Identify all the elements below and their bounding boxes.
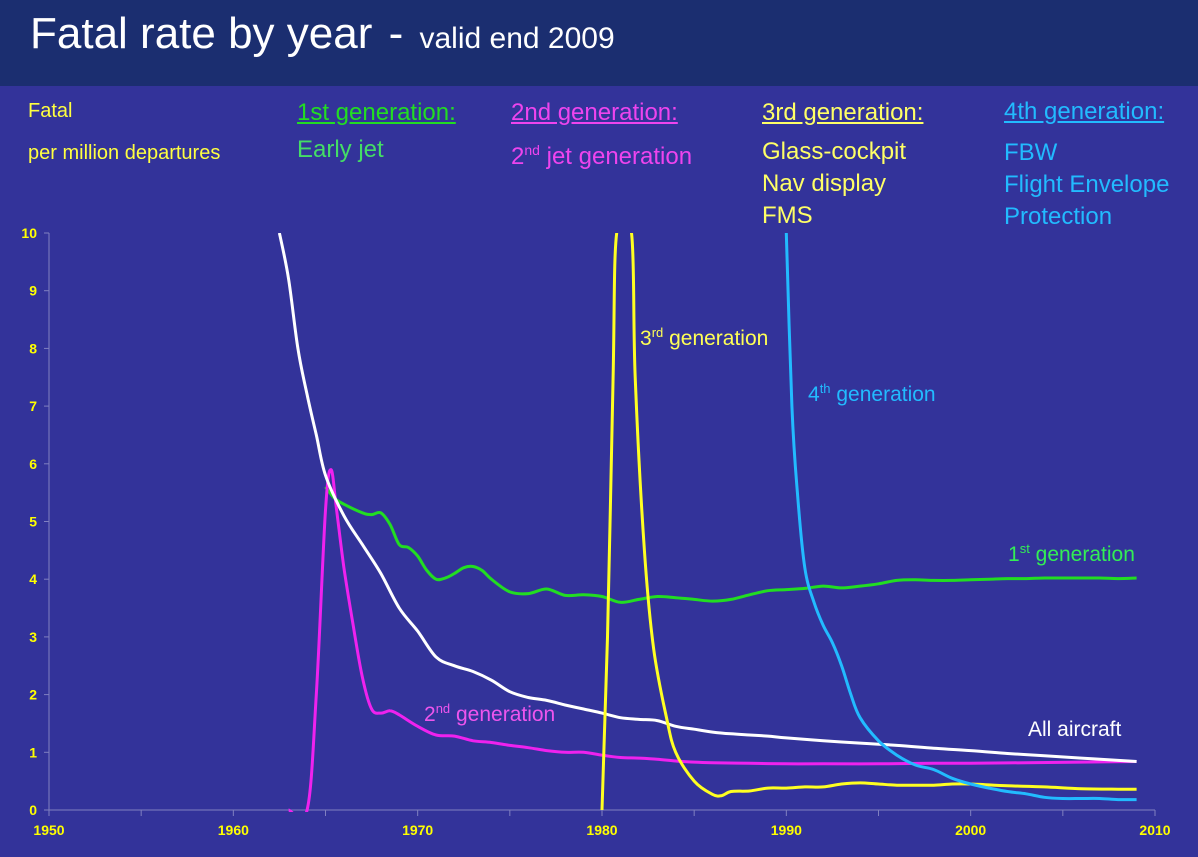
series-label-all-aircraft: All aircraft — [1028, 718, 1122, 741]
legend-gen1-heading: 1st generation: — [297, 99, 456, 126]
y-axis-label-line1: Fatal — [28, 100, 73, 122]
page-title: Fatal rate by year - valid end 2009 — [30, 8, 615, 65]
title-main: Fatal rate by year — [30, 9, 373, 58]
legend-gen2: 2nd generation: 2nd jet generation — [511, 98, 692, 173]
legend-gen3-line3: FMS — [762, 202, 813, 229]
y-tick-label: 9 — [29, 283, 37, 299]
series-label-rest: generation — [1030, 543, 1135, 566]
series-line-1st-generation — [324, 485, 1137, 604]
series-label-sup: st — [1020, 541, 1031, 556]
series-label-base: 2 — [424, 703, 436, 726]
legend-gen1: 1st generation: Early jet — [297, 98, 456, 166]
series-label-rest: generation — [450, 703, 555, 726]
y-tick-label: 6 — [29, 456, 37, 472]
series-label-2nd-generation: 2nd generation — [424, 701, 555, 726]
legend-gen2-line1-rest: jet generation — [539, 143, 693, 170]
x-tick-label: 1980 — [586, 822, 617, 838]
y-tick-label: 10 — [21, 225, 37, 241]
legend-gen4-line1: FBW — [1004, 139, 1058, 166]
y-tick-label: 4 — [29, 571, 37, 587]
y-tick-label: 0 — [29, 802, 37, 818]
y-tick-label: 7 — [29, 398, 37, 414]
legend-gen4-line2: Flight Envelope — [1004, 171, 1170, 198]
series-label-base: 3 — [640, 327, 652, 350]
series-line-3rd-generation — [600, 233, 1137, 811]
series-label-base: 4 — [808, 383, 820, 406]
legend-gen2-line1-sup: nd — [524, 142, 540, 158]
y-tick-label: 5 — [29, 514, 37, 530]
title-subtitle: valid end 2009 — [419, 22, 615, 55]
legend-gen3-line2: Nav display — [762, 170, 887, 197]
series-line-all-aircraft — [277, 233, 1137, 763]
x-tick-label: 2010 — [1139, 822, 1170, 838]
x-tick-label: 1990 — [771, 822, 802, 838]
x-tick-label: 1960 — [218, 822, 249, 838]
series-line-4th-generation — [784, 233, 1137, 802]
series-label-3rd-generation: 3rd generation — [640, 325, 768, 350]
y-tick-label: 2 — [29, 687, 37, 703]
legend-gen2-line1: 2nd jet generation — [511, 134, 692, 173]
series-label-4th-generation: 4th generation — [808, 381, 936, 406]
title-dash: - — [388, 9, 404, 58]
chart-series — [277, 233, 1137, 812]
series-label-sup: rd — [652, 325, 664, 340]
x-tick-label: 2000 — [955, 822, 986, 838]
legend-gen3: 3rd generation: Glass-cockpit Nav displa… — [762, 98, 923, 232]
series-label-sup: nd — [436, 701, 450, 716]
series-label-1st-generation: 1st generation — [1008, 541, 1135, 566]
series-line-2nd-generation — [287, 468, 1137, 812]
legend-gen3-line1: Glass-cockpit — [762, 138, 907, 165]
series-label-rest: generation — [663, 327, 768, 350]
y-axis-label-line2: per million departures — [28, 142, 221, 164]
x-tick-label: 1950 — [33, 822, 64, 838]
series-label-rest: generation — [831, 383, 936, 406]
legend-gen4: 4th generation: FBW Flight Envelope Prot… — [1004, 97, 1169, 233]
title-bar — [0, 0, 1198, 86]
legend-gen4-line3: Protection — [1004, 203, 1113, 230]
x-tick-label: 1970 — [402, 822, 433, 838]
legend-gen4-heading: 4th generation: — [1004, 98, 1165, 125]
legend-gen2-line1-prefix: 2 — [511, 143, 525, 170]
series-label-base: 1 — [1008, 543, 1020, 566]
series-label-base: All aircraft — [1028, 718, 1122, 741]
legend-gen2-heading: 2nd generation: — [511, 99, 678, 126]
legend-gen1-line1: Early jet — [297, 136, 384, 163]
y-tick-label: 3 — [29, 629, 37, 645]
series-label-sup: th — [820, 381, 831, 396]
legend-gen3-heading: 3rd generation: — [762, 99, 924, 126]
y-tick-label: 8 — [29, 340, 37, 356]
y-tick-label: 1 — [29, 744, 37, 760]
chart-axes: 0 1 2 3 4 5 6 7 8 9 10 1950 1960 1970 1980 1990 2000 2010 — [21, 225, 1170, 838]
